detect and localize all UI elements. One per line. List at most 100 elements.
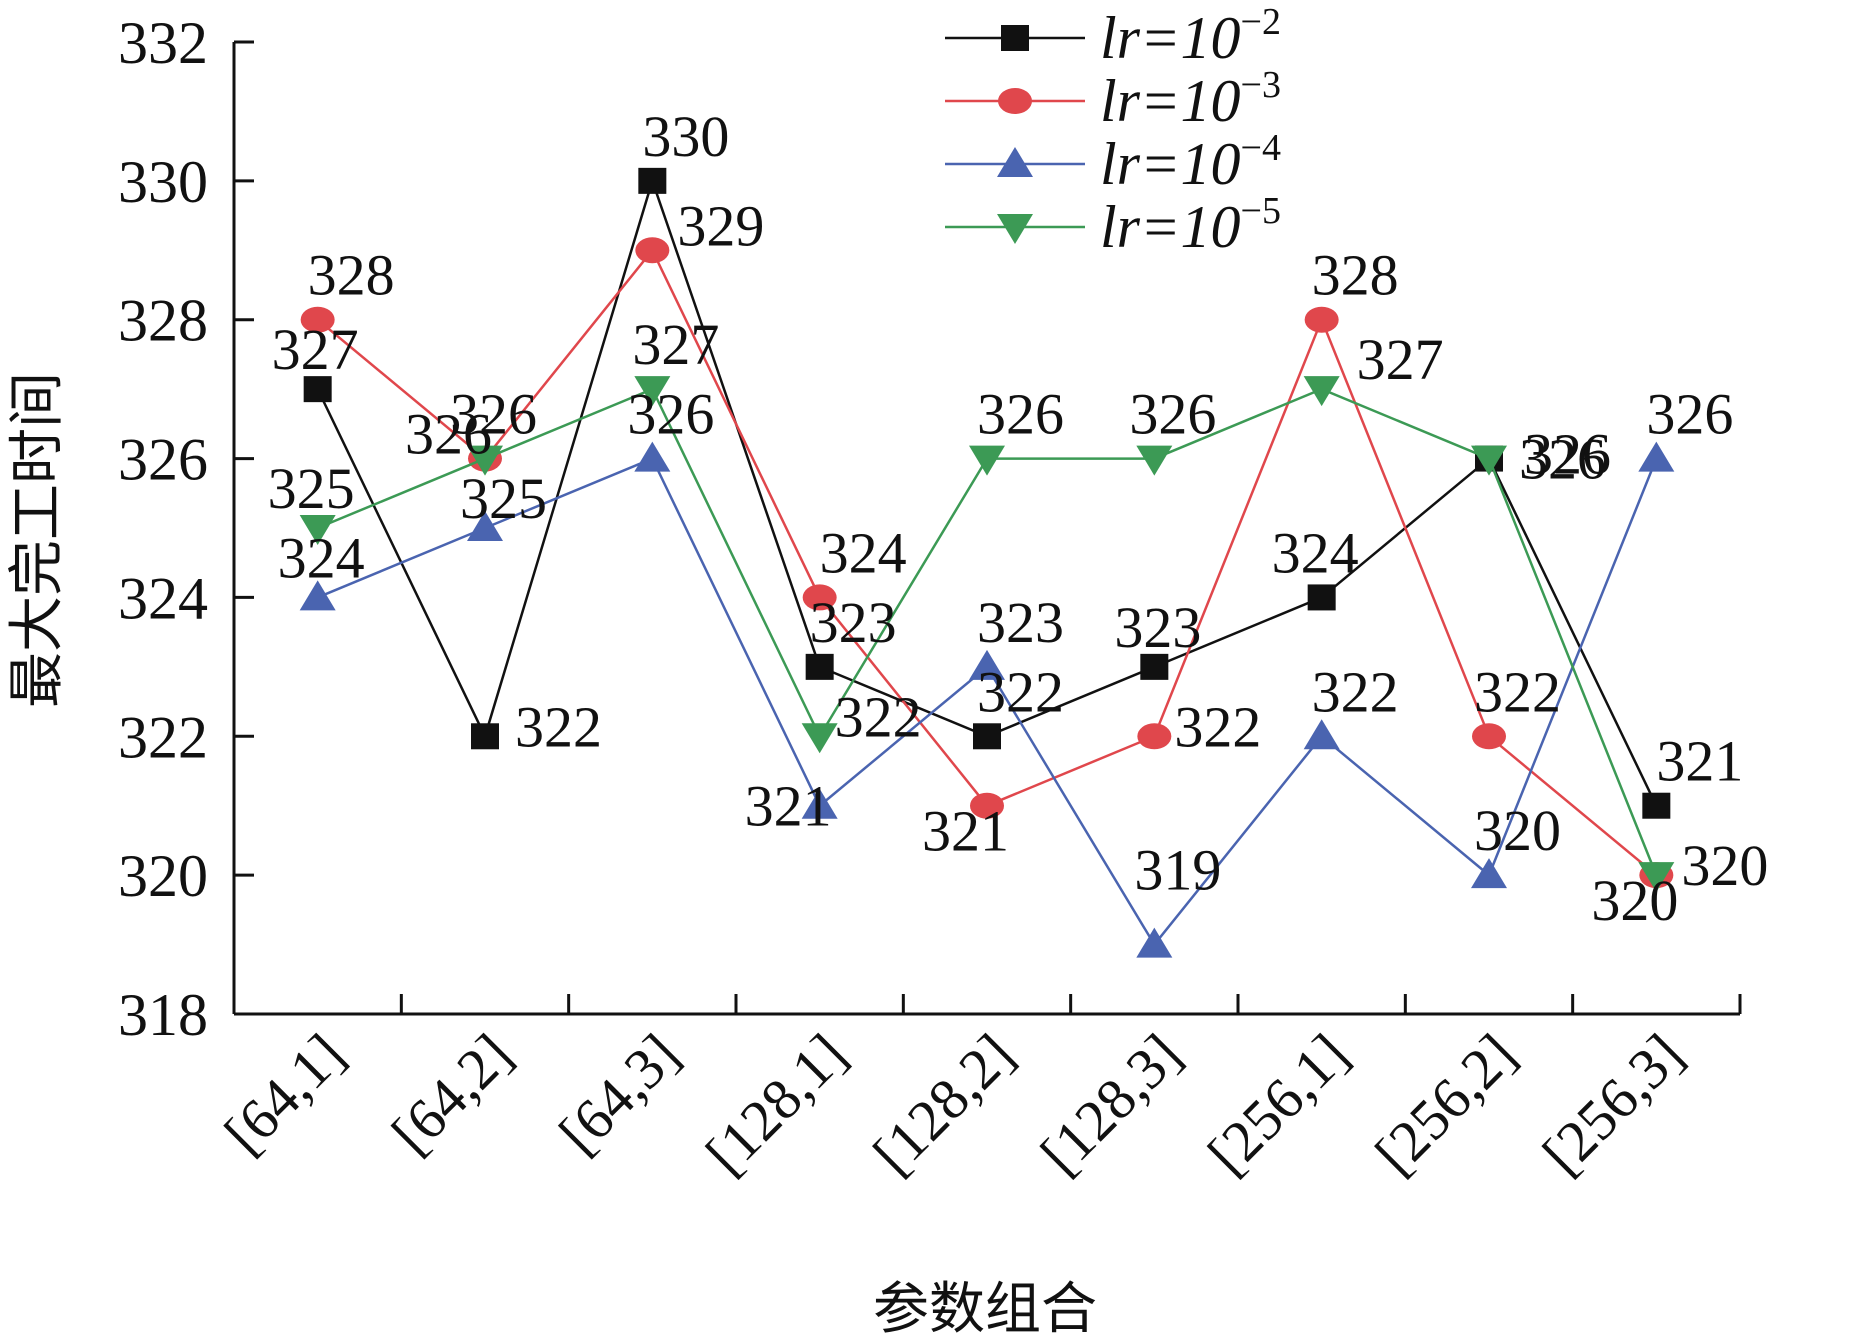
data-label: 320 [1681, 833, 1768, 898]
data-label: 324 [278, 525, 365, 590]
data-label: 329 [677, 193, 764, 258]
data-label: 327 [272, 317, 359, 382]
x-tick-label: [256,1] [1195, 1021, 1361, 1187]
legend-label: lr=10−5 [1100, 190, 1281, 260]
legend-marker [997, 147, 1033, 177]
data-point [299, 515, 336, 545]
data-label: 325 [268, 456, 355, 521]
data-label: 328 [1312, 243, 1399, 308]
data-labels: 3273223303233223233243263213283263293243… [268, 104, 1769, 933]
y-axis-title: 最大完工时间 [5, 372, 70, 708]
legend-marker [998, 88, 1032, 114]
legend-marker [1001, 25, 1029, 51]
data-label: 323 [977, 590, 1064, 655]
y-tick-label: 332 [118, 10, 208, 76]
data-point [467, 511, 503, 541]
series-2 [300, 237, 1674, 889]
data-point [801, 788, 838, 819]
y-tick-label: 330 [118, 149, 208, 215]
y-tick-label: 318 [118, 982, 208, 1048]
data-label: 325 [460, 466, 547, 531]
data-label: 321 [1656, 729, 1743, 794]
data-label: 322 [1474, 659, 1561, 724]
data-label: 326 [1519, 427, 1606, 492]
y-tick-label: 328 [118, 288, 208, 354]
data-label: 322 [835, 684, 922, 749]
data-label: 326 [977, 382, 1064, 447]
data-label: 326 [450, 382, 537, 447]
data-label: 327 [632, 312, 719, 377]
data-point [1136, 927, 1173, 958]
data-point [1472, 723, 1506, 750]
data-point [1136, 445, 1173, 476]
data-point [802, 584, 837, 611]
data-label: 327 [1357, 327, 1444, 392]
data-label: 328 [308, 243, 395, 308]
y-tick-label: 320 [118, 843, 208, 909]
data-label: 322 [1174, 694, 1261, 759]
data-label: 323 [810, 590, 897, 655]
data-label: 322 [977, 659, 1064, 724]
y-tick-label: 324 [118, 565, 208, 631]
data-label: 330 [642, 104, 729, 169]
legend: lr=10−2lr=10−3lr=10−4lr=10−5 [945, 1, 1281, 260]
data-label: 324 [820, 520, 907, 585]
data-point [1471, 445, 1507, 476]
data-point [1137, 723, 1172, 750]
legend-item: lr=10−2 [945, 1, 1281, 71]
legend-label: lr=10−2 [1100, 1, 1281, 71]
data-label: 320 [1474, 798, 1561, 863]
legend-item: lr=10−5 [945, 190, 1281, 260]
data-point [1140, 653, 1169, 680]
x-tick-label: [128,1] [693, 1021, 859, 1187]
data-point [1471, 858, 1507, 889]
legend-marker [997, 214, 1033, 244]
data-label: 319 [1134, 838, 1221, 903]
series-1 [303, 167, 1671, 819]
x-axis-title: 参数组合 [873, 1277, 1097, 1340]
data-label: 321 [922, 799, 1009, 864]
data-label: 321 [745, 774, 832, 839]
data-point [300, 306, 335, 333]
x-tick-label: [128,3] [1028, 1021, 1194, 1187]
legend-item: lr=10−3 [945, 64, 1281, 134]
series-4 [299, 376, 1675, 893]
legend-item: lr=10−4 [945, 127, 1281, 197]
data-point [635, 237, 670, 264]
legend-label: lr=10−4 [1100, 127, 1281, 197]
data-label: 320 [1591, 868, 1678, 933]
data-point [973, 723, 1001, 750]
data-point [969, 649, 1005, 680]
data-point [1304, 306, 1339, 333]
legend-label: lr=10−3 [1100, 64, 1281, 134]
data-point [634, 376, 671, 407]
data-label: 322 [1312, 659, 1399, 724]
x-tick-label: [256,3] [1530, 1021, 1696, 1187]
data-point [801, 723, 838, 754]
data-label: 324 [1272, 520, 1359, 585]
data-label: 326 [1524, 422, 1611, 487]
series-layer [299, 167, 1675, 958]
data-label: 326 [405, 402, 492, 467]
data-point [299, 580, 336, 611]
data-label: 323 [1114, 595, 1201, 660]
y-tick-label: 322 [118, 704, 208, 770]
data-point [634, 441, 671, 472]
data-label: 326 [627, 382, 714, 447]
data-point [1642, 792, 1671, 819]
data-point [638, 167, 667, 194]
data-point [1638, 862, 1675, 893]
data-point [970, 792, 1004, 819]
series-3 [299, 441, 1675, 958]
data-point [303, 376, 332, 403]
data-point [471, 723, 499, 750]
data-label: 326 [1129, 382, 1216, 447]
data-point [969, 445, 1005, 476]
series-line [316, 247, 1658, 877]
data-point [1303, 719, 1340, 750]
y-tick-label: 326 [118, 427, 208, 493]
data-point [467, 445, 503, 476]
data-label: 326 [1646, 382, 1733, 447]
x-tick-label: [64,2] [379, 1021, 524, 1166]
